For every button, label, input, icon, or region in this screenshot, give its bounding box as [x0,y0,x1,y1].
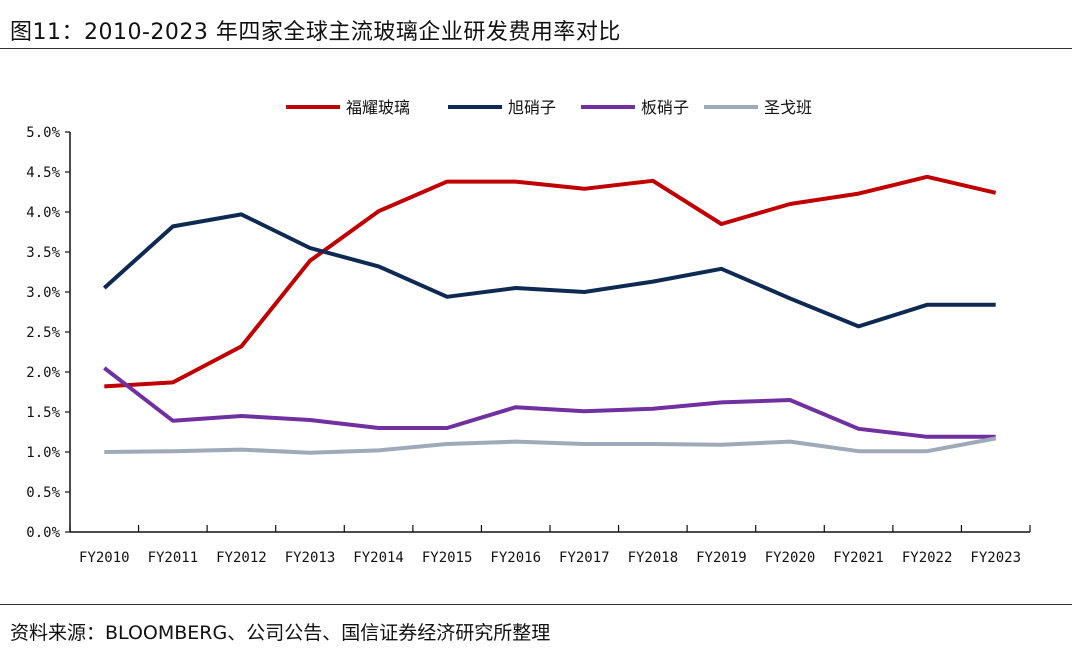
y-tick-label: 5.0% [26,125,60,141]
x-tick-label: FY2019 [696,550,747,566]
x-tick-label: FY2020 [765,550,816,566]
source-divider [0,604,1072,605]
y-tick-label: 0.5% [26,485,60,501]
line-chart: 福耀玻璃 旭硝子 板硝子 圣戈班 0.0% 0.5% 1.0% 1.5% 2.0% 2.5% 3.… [26,98,1031,566]
x-tick-label: FY2017 [559,550,610,566]
x-tick-label: FY2015 [422,550,473,566]
series-line [102,212,996,329]
x-tick-label: FY2021 [833,550,884,566]
y-tick-label: 4.5% [26,165,60,181]
series-line [104,174,997,389]
y-tick-label: 3.0% [26,285,60,301]
y-tick-label: 3.5% [26,245,60,261]
x-tick-label: FY2023 [970,550,1021,566]
y-tick-label: 4.0% [26,205,60,221]
series-lines [102,174,997,455]
x-tick-label: FY2013 [285,550,336,566]
x-tick-label: FY2011 [148,550,199,566]
x-tick-label: FY2014 [353,550,404,566]
legend-label: 板硝子 [641,98,689,117]
x-tick-label: FY2012 [216,550,267,566]
x-tick-label: FY2010 [79,550,130,566]
x-tick-label: FY2018 [628,550,679,566]
y-tick-label: 2.0% [26,365,60,381]
source-note: 资料来源：BLOOMBERG、公司公告、国信证券经济研究所整理 [10,622,551,644]
series-line [103,366,996,439]
y-tick-label: 0.0% [26,525,60,541]
figure-title: 图11：2010-2023 年四家全球主流玻璃企业研发费用率对比 [10,20,621,45]
legend-label: 圣戈班 [764,98,812,117]
title-divider [0,48,1072,49]
axes: 0.0% 0.5% 1.0% 1.5% 2.0% 2.5% 3.0% 3.5% 4.0% 4.5%… [26,125,1031,566]
x-tick-label: FY2016 [490,550,541,566]
x-tick-label: FY2022 [902,550,953,566]
legend: 福耀玻璃 旭硝子 板硝子 圣戈班 [286,98,812,117]
y-tick-label: 1.0% [26,445,60,461]
y-tick-label: 1.5% [26,405,60,421]
legend-label: 福耀玻璃 [346,98,410,117]
legend-label: 旭硝子 [508,98,556,117]
y-tick-label: 2.5% [26,325,60,341]
series-line [104,436,997,455]
